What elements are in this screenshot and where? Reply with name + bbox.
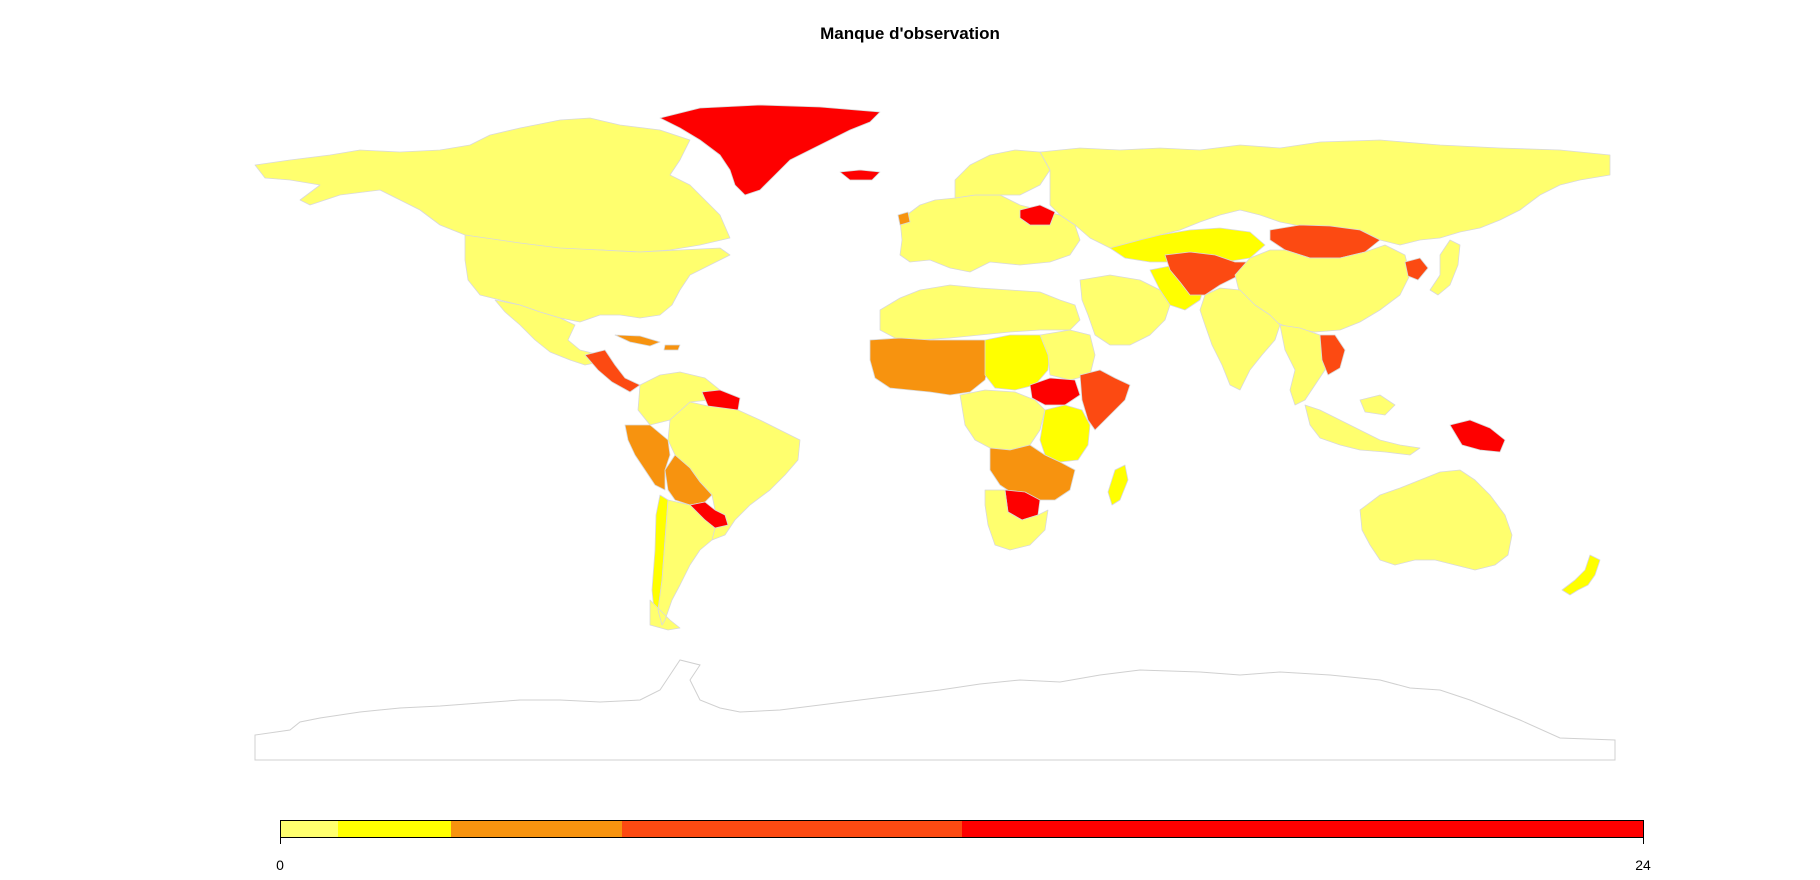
region-ethiopia-somalia [1079, 369, 1131, 431]
region-west-africa-sahel [869, 337, 991, 396]
legend-segment-1 [281, 821, 338, 837]
region-sudan [1039, 329, 1096, 381]
region-scandinavia [954, 149, 1051, 199]
map-title: Manque d'observation [820, 24, 1000, 43]
region-ireland [897, 211, 911, 226]
legend-segment-4 [621, 821, 962, 837]
region-southern-africa-north [989, 444, 1076, 501]
legend-segment-3 [451, 821, 622, 837]
region-laos-cambodia [1319, 334, 1346, 376]
region-central-africa [959, 389, 1046, 451]
region-bolivia [664, 454, 713, 506]
region-central-asia [1109, 227, 1266, 263]
region-south-africa [984, 489, 1049, 551]
legend-tick-max [1643, 838, 1644, 844]
region-papua-new-guinea [1449, 419, 1506, 453]
region-belarus [1019, 204, 1056, 226]
region-east-africa [1039, 404, 1091, 463]
legend-segment-2 [337, 821, 452, 837]
region-peru [624, 424, 671, 491]
region-south-sudan [1029, 377, 1081, 406]
legend-segment-5 [962, 821, 1643, 837]
region-indonesia [1304, 394, 1421, 456]
legend-tick-min [280, 838, 281, 844]
region-new-zealand [1561, 554, 1601, 596]
region-japan [1429, 239, 1461, 296]
region-madagascar [1107, 464, 1129, 506]
antarctica-outline [254, 659, 1616, 761]
region-middle-east [1079, 274, 1171, 346]
region-caribbean [614, 334, 681, 351]
region-north-korea [1404, 257, 1429, 281]
region-chad-niger [984, 334, 1051, 391]
region-southeast-asia [1279, 324, 1331, 406]
region-argentina [649, 499, 716, 631]
region-iceland [839, 169, 881, 181]
legend-max-label: 24 [1635, 857, 1651, 873]
region-greenland [659, 104, 881, 196]
region-usa [464, 234, 731, 323]
legend-min-label: 0 [276, 857, 284, 873]
region-north-africa [879, 284, 1081, 341]
color-legend-bar [280, 820, 1644, 838]
region-central-america [584, 349, 641, 393]
region-australia [1359, 469, 1513, 571]
region-india [1199, 287, 1281, 391]
region-canada-alaska [254, 117, 731, 253]
